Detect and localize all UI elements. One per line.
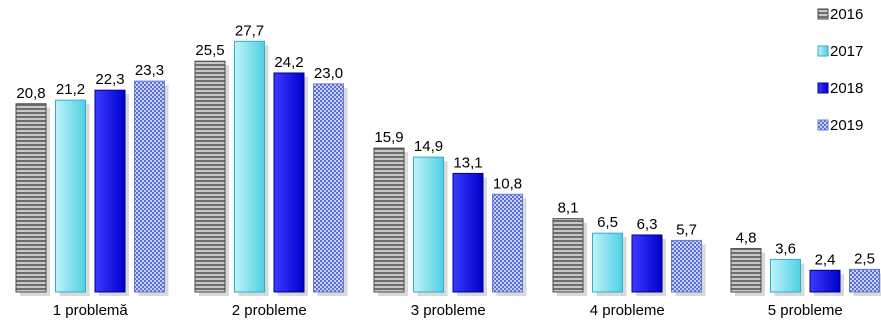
bar-2016-2-probleme xyxy=(194,60,226,293)
value-label-2018-3-probleme: 13,1 xyxy=(453,154,482,171)
legend: 2016 2017 2018 2019 xyxy=(817,6,863,134)
bar-2016-4-probleme xyxy=(552,218,584,293)
category-label-5-probleme: 5 probleme xyxy=(768,302,843,319)
value-label-2019-5-probleme: 2,5 xyxy=(854,250,875,267)
category-label-3-probleme: 3 probleme xyxy=(411,302,486,319)
value-label-2016-1-problem: 20,8 xyxy=(16,85,45,102)
legend-label-2019: 2019 xyxy=(830,117,863,134)
bar-2019-5-probleme xyxy=(849,268,880,293)
bar-2017-5-probleme xyxy=(770,258,801,293)
bar-2017-3-probleme xyxy=(413,156,444,293)
legend-swatch-2018 xyxy=(817,82,829,94)
value-label-2017-4-probleme: 6,5 xyxy=(597,214,618,231)
bar-2016-3-probleme xyxy=(373,147,405,293)
value-labels: 20,8 21,2 22,3 23,3 25,5 27,7 24,2 23,0 15,9 14,9… xyxy=(16,22,875,268)
value-label-2018-1-problem: 22,3 xyxy=(95,71,124,88)
value-label-2018-5-probleme: 2,4 xyxy=(815,251,836,268)
value-label-2018-2-probleme: 24,2 xyxy=(274,54,303,71)
bar-2019-4-probleme xyxy=(671,239,702,293)
value-label-2017-1-problem: 21,2 xyxy=(56,81,85,98)
value-label-2016-5-probleme: 4,8 xyxy=(736,230,757,247)
legend-label-2018: 2018 xyxy=(830,80,863,97)
bar-2018-1-problem xyxy=(94,89,126,293)
bar-2017-1-problem xyxy=(55,99,86,293)
legend-swatch-2019 xyxy=(817,119,829,131)
legend-label-2017: 2017 xyxy=(830,43,863,60)
bar-2017-2-probleme xyxy=(234,40,265,293)
bar-2018-5-probleme xyxy=(809,269,841,293)
bar-2018-3-probleme xyxy=(452,172,484,293)
category-label-1-problem: 1 problemă xyxy=(53,302,129,319)
value-label-2018-4-probleme: 6,3 xyxy=(637,216,658,233)
category-label-2-probleme: 2 probleme xyxy=(232,302,307,319)
bar-2017-4-probleme xyxy=(592,232,623,293)
bar-2016-5-probleme xyxy=(730,248,762,293)
value-label-2016-2-probleme: 25,5 xyxy=(195,42,224,59)
value-label-2017-2-probleme: 27,7 xyxy=(235,22,264,39)
value-label-2019-3-probleme: 10,8 xyxy=(493,175,522,192)
bar-2016-1-problem xyxy=(15,103,47,293)
value-label-2019-1-problem: 23,3 xyxy=(135,62,164,79)
bar-2019-2-probleme xyxy=(313,83,344,293)
value-label-2016-4-probleme: 8,1 xyxy=(558,200,579,217)
legend-label-2016: 2016 xyxy=(830,6,863,23)
value-label-2019-4-probleme: 5,7 xyxy=(676,221,697,238)
value-label-2019-2-probleme: 23,0 xyxy=(314,65,343,82)
legend-swatch-2017 xyxy=(817,45,829,57)
bar-2019-1-problem xyxy=(134,80,165,293)
bar-2018-2-probleme xyxy=(273,72,305,293)
category-labels: 1 problemă 2 probleme 3 probleme 4 probleme… xyxy=(53,302,843,319)
legend-swatch-2016 xyxy=(817,8,829,20)
value-label-2017-3-probleme: 14,9 xyxy=(414,138,443,155)
value-label-2017-5-probleme: 3,6 xyxy=(775,240,796,257)
bars xyxy=(15,40,880,293)
bar-2019-3-probleme xyxy=(492,193,523,293)
value-label-2016-3-probleme: 15,9 xyxy=(374,129,403,146)
bar-2018-4-probleme xyxy=(631,234,663,293)
category-label-4-probleme: 4 probleme xyxy=(590,302,665,319)
